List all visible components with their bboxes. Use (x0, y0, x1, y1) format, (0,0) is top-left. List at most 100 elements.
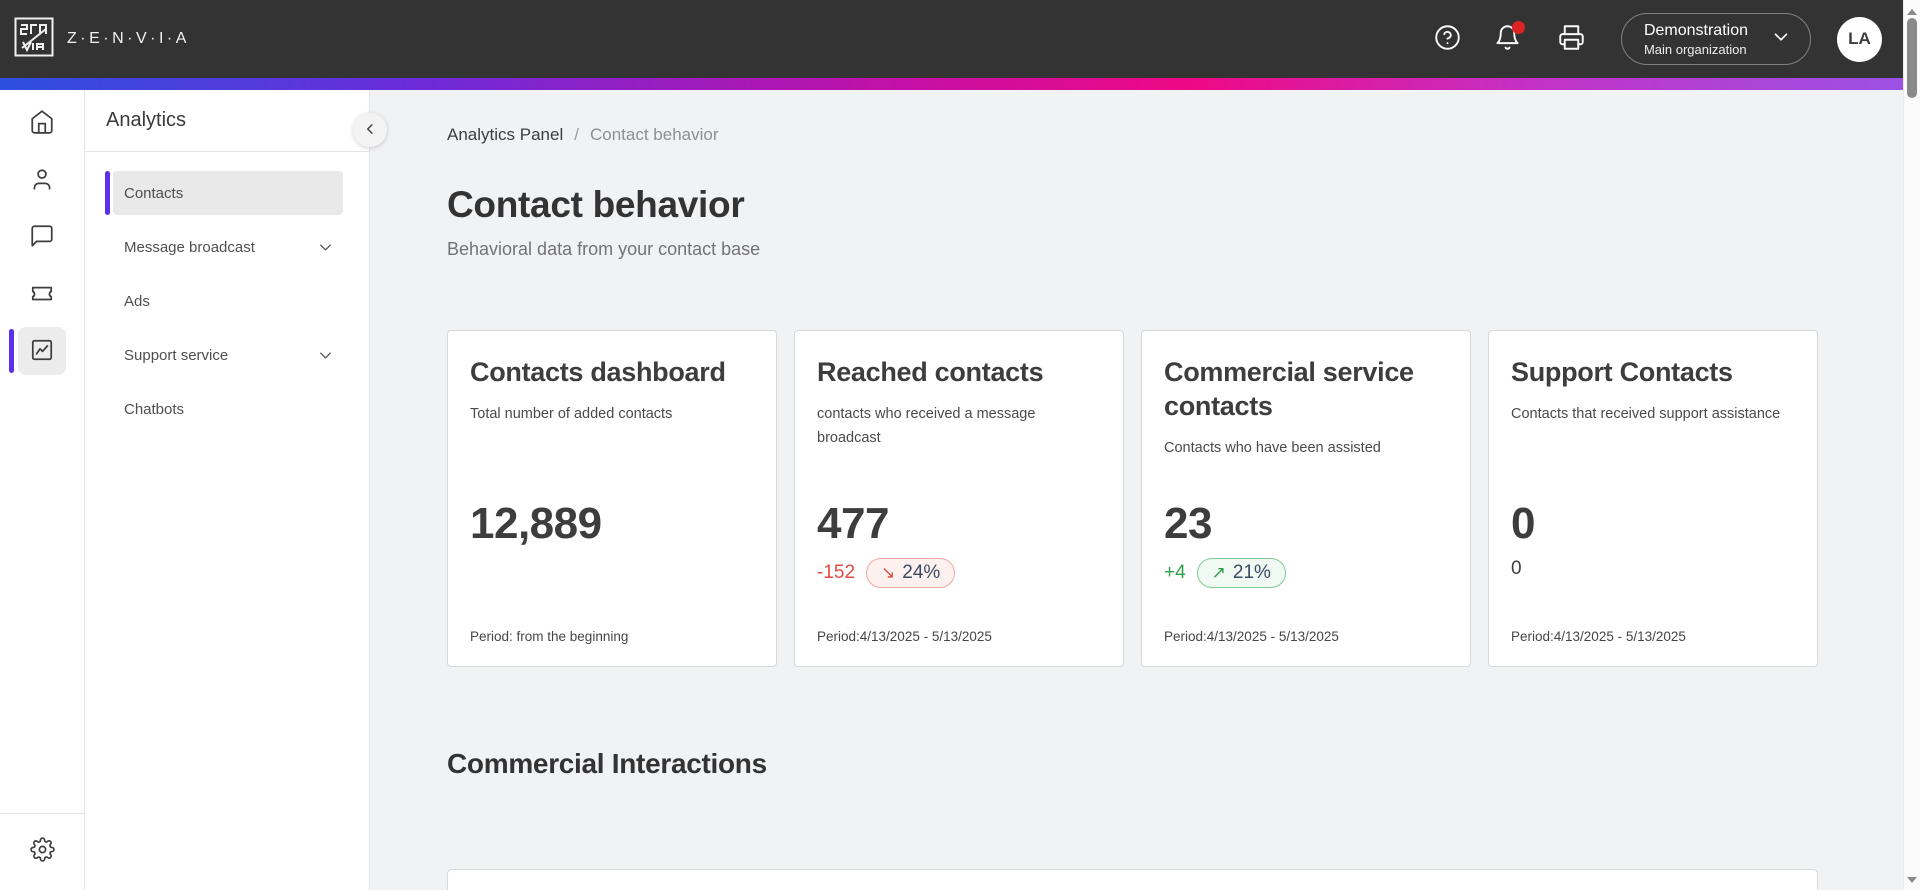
vertical-scrollbar[interactable] (1903, 0, 1920, 890)
delta-value: -152 (817, 562, 856, 583)
printer-icon (1558, 24, 1585, 54)
stat-card-commercial-service-contacts: Commercial service contacts Contacts who… (1141, 330, 1471, 667)
notifications-button[interactable] (1494, 21, 1525, 54)
stat-card-reached-contacts: Reached contacts contacts who received a… (794, 330, 1124, 667)
sidebar: Analytics Contacts Message broadcast Ads (85, 90, 370, 890)
topbar-actions: Demonstration Main organization LA (1434, 13, 1882, 65)
brand-logo[interactable]: Z·E·N·V·I·A (14, 17, 190, 62)
card-value: 23 (1164, 499, 1212, 548)
analytics-icon (29, 337, 55, 366)
sidebar-item-ads[interactable]: Ads (85, 279, 369, 323)
page-subtitle: Behavioral data from your contact base (447, 239, 761, 259)
chat-icon (29, 223, 55, 252)
nav-tickets-button[interactable] (18, 270, 66, 318)
stat-card-support-contacts: Support Contacts Contacts that received … (1488, 330, 1818, 667)
card-title: Commercial service contacts (1164, 357, 1414, 421)
card-description: Contacts that received support assistanc… (1511, 406, 1781, 422)
organization-subtitle: Main organization (1643, 41, 1747, 57)
scrollbar-thumb[interactable] (1907, 18, 1917, 98)
sidebar-item-message-broadcast[interactable]: Message broadcast (85, 225, 369, 269)
card-value: 12,889 (470, 499, 602, 548)
trend-percent: 24% (902, 562, 941, 583)
organization-texts: Demonstration Main organization (1644, 21, 1748, 58)
gear-icon (29, 837, 55, 865)
trend-badge: ↗ 21% (1196, 558, 1286, 588)
page-title: Contact behavior (447, 184, 745, 225)
rail-selected-indicator (9, 329, 14, 373)
nav-contacts-button[interactable] (18, 156, 66, 204)
card-delta-row: +4 ↗ 21% (1164, 558, 1286, 588)
collapse-sidebar-button[interactable] (353, 113, 387, 147)
print-button[interactable] (1558, 24, 1585, 54)
scrollbar-down-arrow[interactable] (1907, 877, 1917, 883)
stat-cards-row: Contacts dashboard Total number of added… (447, 330, 1920, 667)
nav-rail (0, 90, 85, 890)
sidebar-item-label: Ads (124, 292, 150, 310)
brand-gradient-bar (0, 78, 1920, 90)
sidebar-items: Contacts Message broadcast Ads Support s… (85, 152, 369, 431)
chevron-down-icon (316, 346, 335, 365)
breadcrumb: Analytics Panel / Contact behavior (447, 123, 1920, 147)
trend-down-icon: ↘ (881, 563, 896, 582)
sidebar-item-contacts[interactable]: Contacts (105, 171, 343, 215)
breadcrumb-separator: / (574, 125, 579, 144)
card-period: Period:4/13/2025 - 5/13/2025 (1511, 629, 1686, 644)
delta-value: 0 (1511, 558, 1522, 579)
nav-home-button[interactable] (18, 99, 66, 147)
sidebar-item-support-service[interactable]: Support service (85, 333, 369, 377)
trend-badge: ↘ 24% (866, 558, 956, 588)
chevron-down-icon (1748, 26, 1792, 53)
breadcrumb-current: Contact behavior (589, 125, 719, 144)
nav-conversations-button[interactable] (18, 213, 66, 261)
person-icon (29, 166, 55, 195)
card-value: 477 (817, 499, 889, 548)
card-value: 0 (1511, 499, 1535, 548)
sidebar-item-label: Chatbots (124, 400, 185, 418)
bell-icon (1494, 24, 1521, 54)
sidebar-item-label: Message broadcast (124, 238, 255, 256)
topbar: Z·E·N·V·I·A (0, 0, 1920, 78)
avatar[interactable]: LA (1837, 16, 1882, 62)
commercial-interactions-panel (447, 869, 1818, 890)
sidebar-header: Analytics (85, 90, 369, 152)
breadcrumb-analytics-panel[interactable]: Analytics Panel (447, 125, 564, 144)
sidebar-item-chatbots[interactable]: Chatbots (85, 387, 369, 431)
sidebar-title: Analytics (106, 109, 187, 131)
card-description: contacts who received a message broadcas… (817, 406, 1036, 446)
help-button[interactable] (1434, 24, 1461, 54)
notification-dot (1511, 21, 1525, 34)
delta-value: +4 (1164, 562, 1186, 583)
sidebar-selected-indicator (105, 171, 110, 215)
home-icon (29, 109, 55, 138)
scrollbar-up-arrow[interactable] (1907, 9, 1917, 15)
card-description: Contacts who have been assisted (1164, 440, 1381, 456)
rail-divider (0, 813, 84, 814)
brand-name: Z·E·N·V·I·A (67, 30, 190, 47)
help-icon (1434, 24, 1461, 54)
sidebar-item-label: Contacts (124, 184, 184, 202)
organization-name: Demonstration (1643, 21, 1748, 39)
trend-percent: 21% (1232, 562, 1271, 583)
organization-selector[interactable]: Demonstration Main organization (1620, 13, 1811, 65)
sidebar-item-label: Support service (124, 346, 229, 364)
main-content: Analytics Panel / Contact behavior Conta… (370, 90, 1920, 890)
card-title: Contacts dashboard (470, 357, 726, 387)
section-title-commercial-interactions: Commercial Interactions (447, 748, 767, 779)
card-delta-row: 0 (1511, 558, 1522, 580)
ticket-icon (29, 280, 55, 309)
card-title: Support Contacts (1511, 357, 1733, 387)
card-period: Period: from the beginning (470, 629, 629, 644)
card-period: Period:4/13/2025 - 5/13/2025 (817, 629, 992, 644)
card-delta-row: -152 ↘ 24% (817, 558, 956, 588)
card-period: Period:4/13/2025 - 5/13/2025 (1164, 629, 1339, 644)
card-description: Total number of added contacts (470, 406, 673, 422)
nav-settings-button[interactable] (18, 827, 66, 875)
chevron-left-icon (361, 120, 379, 141)
nav-analytics-button[interactable] (18, 327, 66, 375)
trend-up-icon: ↗ (1211, 563, 1226, 582)
chevron-down-icon (316, 238, 335, 257)
stat-card-contacts-dashboard: Contacts dashboard Total number of added… (447, 330, 777, 667)
zenvia-logo-icon (14, 17, 54, 62)
card-title: Reached contacts (817, 357, 1044, 387)
